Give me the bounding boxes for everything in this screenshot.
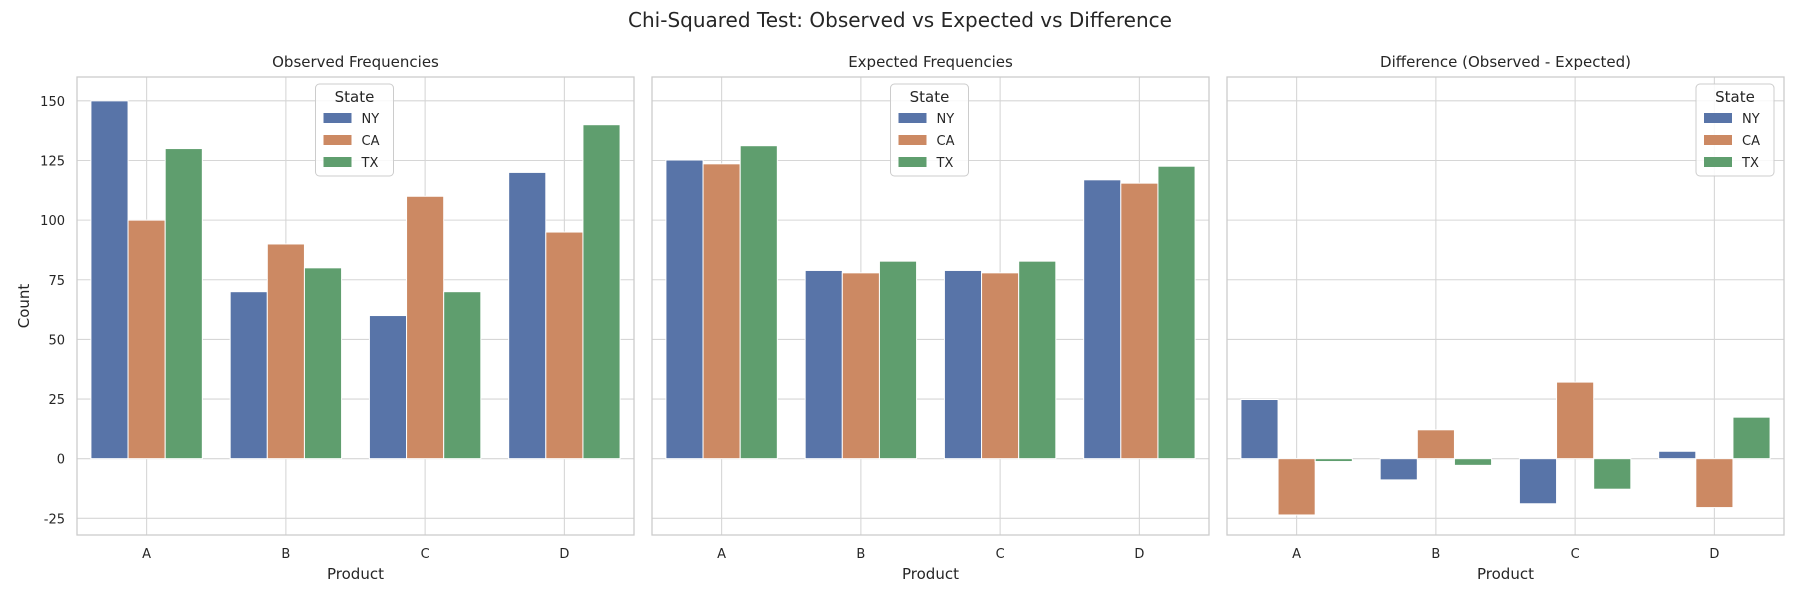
- legend-swatch-ny: [1704, 113, 1732, 123]
- bar-tx-b: [878, 260, 918, 460]
- bar-tx-b: [1453, 458, 1493, 466]
- y-tick-label: 100: [40, 214, 65, 229]
- bar-ca-d: [1120, 182, 1159, 460]
- bar-ny-b: [1379, 458, 1418, 481]
- bar-ny-a: [90, 100, 129, 460]
- bar-tx-a: [739, 145, 778, 460]
- plot-frame: [651, 76, 1210, 536]
- panel-title: Difference (Observed - Expected): [1380, 53, 1631, 71]
- bar-ca-c: [406, 195, 445, 460]
- legend-swatch-tx: [898, 157, 927, 167]
- x-tick-label: C: [421, 547, 430, 562]
- panel-3: Difference (Observed - Expected) A B C D Prod…: [1226, 53, 1785, 583]
- x-tick-label: B: [856, 547, 865, 562]
- y-tick-label: -25: [44, 512, 65, 527]
- x-tick-label: C: [1571, 547, 1580, 562]
- legend: State NY CA TX: [315, 83, 394, 177]
- legend-swatch-ca: [898, 135, 927, 145]
- y-tick-label: 150: [40, 95, 65, 110]
- x-axis-label: Product: [327, 565, 384, 583]
- x-tick-label: A: [717, 547, 726, 562]
- legend: State NY CA TX: [890, 83, 969, 177]
- x-tick-label: D: [1134, 547, 1144, 562]
- bar-ny-d: [1658, 450, 1697, 460]
- bar-ca-c: [1556, 381, 1595, 460]
- bar-ca-d: [1695, 458, 1734, 509]
- bar-ny-b: [804, 269, 843, 460]
- bar-ca-a: [127, 219, 166, 460]
- legend-label-tx: TX: [1741, 156, 1759, 171]
- bar-ca-d: [545, 231, 584, 460]
- y-tick-label: 0: [57, 453, 65, 468]
- bar-tx-d: [582, 124, 621, 460]
- bar-tx-c: [443, 291, 482, 460]
- legend-label-ny: NY: [937, 112, 955, 127]
- legend-swatch-tx: [1704, 157, 1732, 167]
- legend-label-tx: TX: [361, 156, 379, 171]
- legend-swatch-ny: [323, 113, 352, 123]
- bar-ny-d: [508, 171, 547, 460]
- bar-tx-b: [303, 267, 343, 460]
- legend-label-ca: CA: [362, 134, 380, 149]
- bar-ca-b: [266, 243, 305, 460]
- bar-ny-c: [943, 269, 983, 460]
- bar-tx-d: [1157, 165, 1196, 460]
- y-axis-label: Count: [15, 284, 33, 329]
- bar-ca-a: [702, 163, 741, 460]
- panel-2: Expected Frequencies A B C D Product State NY CA…: [651, 53, 1210, 583]
- legend: State NY CA TX: [1695, 83, 1775, 177]
- legend-swatch-ca: [1704, 135, 1732, 145]
- panel-title: Expected Frequencies: [848, 53, 1013, 71]
- bar-ca-c: [981, 272, 1020, 460]
- legend-label-ny: NY: [362, 112, 380, 127]
- legend-title: State: [910, 88, 950, 106]
- plot-frame: [1226, 76, 1785, 536]
- bar-ny-a: [1240, 399, 1279, 460]
- x-tick-label: A: [142, 547, 151, 562]
- legend-label-tx: TX: [936, 156, 954, 171]
- bar-ny-c: [1518, 458, 1558, 505]
- legend-box: [315, 83, 394, 177]
- bar-tx-a: [164, 148, 203, 460]
- legend-title: State: [335, 88, 375, 106]
- panel-title: Observed Frequencies: [272, 53, 439, 71]
- y-tick-label: 125: [40, 154, 65, 169]
- bar-tx-d: [1732, 416, 1771, 460]
- legend-swatch-ca: [323, 135, 352, 145]
- bar-ny-b: [229, 291, 268, 460]
- x-tick-label: D: [1709, 547, 1719, 562]
- bar-ny-d: [1083, 179, 1122, 460]
- legend-title: State: [1715, 88, 1755, 106]
- panel-1: Observed Frequencies A B C D Product -25 0 25 50 7…: [15, 53, 635, 583]
- y-tick-label: 50: [48, 333, 65, 348]
- legend-label-ca: CA: [1742, 134, 1760, 149]
- bar-ca-a: [1277, 458, 1316, 516]
- legend-label-ca: CA: [937, 134, 955, 149]
- x-tick-label: B: [281, 547, 290, 562]
- bar-ca-b: [841, 272, 880, 460]
- legend-box: [890, 83, 969, 177]
- legend-swatch-tx: [323, 157, 352, 167]
- figure-title: Chi-Squared Test: Observed vs Expected v…: [628, 8, 1172, 32]
- plot-frame: [76, 76, 635, 536]
- y-tick-label: 75: [48, 274, 65, 289]
- x-tick-label: A: [1292, 547, 1301, 562]
- bar-ca-b: [1416, 429, 1455, 460]
- bar-tx-c: [1593, 458, 1632, 490]
- x-axis-label: Product: [1477, 565, 1534, 583]
- x-tick-label: D: [559, 547, 569, 562]
- bar-tx-c: [1018, 260, 1057, 460]
- bar-ny-a: [665, 159, 704, 460]
- legend-label-ny: NY: [1742, 112, 1760, 127]
- legend-swatch-ny: [898, 113, 927, 123]
- x-axis-label: Product: [902, 565, 959, 583]
- bar-ny-c: [368, 315, 408, 460]
- y-tick-label: 25: [48, 393, 65, 408]
- bar-tx-a: [1314, 458, 1353, 463]
- x-tick-label: B: [1431, 547, 1440, 562]
- legend-box: [1695, 83, 1775, 177]
- x-tick-label: C: [996, 547, 1005, 562]
